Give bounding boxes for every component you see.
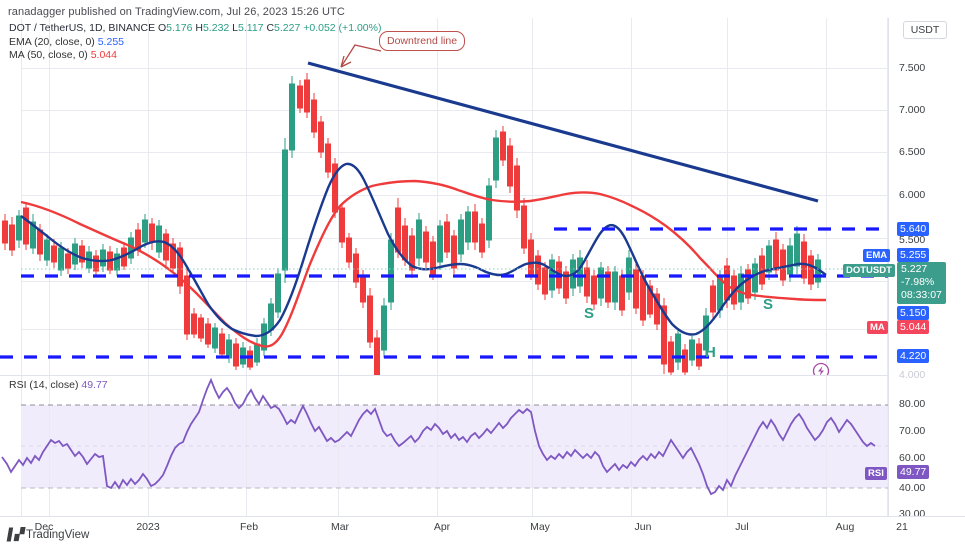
tradingview-chart[interactable]: DOT / TetherUS, 1D, BINANCE O5.176 H5.23… — [0, 18, 965, 533]
rsi-pane[interactable]: RSI (14, close) 49.77 — [0, 376, 888, 516]
rsi-line — [1, 377, 876, 496]
price-plot-svg — [0, 18, 888, 376]
axis-badge-ema[interactable]: 5.255 — [897, 248, 930, 262]
rsi-axis-badge-value[interactable]: 49.77 — [897, 465, 930, 479]
rsi-legend[interactable]: RSI (14, close) 49.77 — [9, 379, 108, 393]
currency-unit-label: USDT — [903, 21, 947, 39]
axis-tick-5500: 5.500 — [899, 234, 926, 246]
ema20-line — [20, 162, 827, 338]
annotation-pointer — [340, 44, 382, 68]
axis-tick-7000: 7.000 — [899, 104, 926, 116]
ma-title: MA (50, close, 0) — [9, 49, 88, 61]
axis-tick-6000: 6.000 — [899, 189, 926, 201]
axis-tag-symbol: DOTUSDT — [843, 264, 895, 277]
close-label: C — [266, 22, 275, 34]
symbol-label: DOT / TetherUS, 1D, BINANCE — [9, 22, 156, 34]
tradingview-logo-mark: ▌▞ — [6, 529, 24, 541]
price-pane[interactable]: Downtrend line S H S — [0, 18, 888, 376]
time-label-jul: Jul — [735, 521, 749, 533]
legend-row-ma[interactable]: MA (50, close, 0) 5.044 — [9, 49, 381, 63]
ma-value: 5.044 — [90, 49, 117, 61]
time-label-mar: Mar — [330, 521, 350, 533]
pattern-marker-head: H — [705, 344, 716, 361]
time-label-21: 21 — [896, 521, 908, 533]
open-label: O — [158, 22, 167, 34]
chart-legend: DOT / TetherUS, 1D, BINANCE O5.176 H5.23… — [9, 22, 381, 63]
attribution-text: ranadagger published on TradingView.com,… — [8, 6, 345, 18]
rsi-vertical-gridlines — [49, 376, 888, 516]
rsi-axis-tick-70: 70.00 — [899, 425, 926, 437]
rsi-title: RSI (14, close) — [9, 379, 79, 391]
axis-tag-ma: MA — [867, 321, 888, 334]
axis-badge-last-price[interactable]: 5.227 -7.98% 08:33:07 — [897, 262, 946, 304]
time-label-apr: Apr — [433, 521, 451, 533]
high-value: 5.232 — [202, 22, 230, 34]
rsi-axis-tick-30: 30.00 — [899, 508, 926, 520]
annotation-arrowhead — [340, 55, 352, 68]
axis-tick-4000: 4.000 — [899, 369, 926, 381]
rsi-axis-tick-80: 80.00 — [899, 398, 926, 410]
open-value: 5.176 — [166, 22, 193, 34]
axis-tick-7500: 7.500 — [899, 62, 926, 74]
pattern-marker-shoulder-right: S — [763, 296, 774, 313]
bar-countdown: 08:33:07 — [901, 289, 942, 301]
downtrend-annotation-label[interactable]: Downtrend line — [379, 31, 466, 51]
time-label-feb: Feb — [239, 521, 259, 533]
rsi-axis-tick-60: 60.00 — [899, 452, 926, 464]
axis-tick-6500: 6.500 — [899, 146, 926, 158]
candlestick-series — [2, 73, 821, 376]
axis-badge-resistance[interactable]: 5.640 — [897, 222, 930, 236]
ema-title: EMA (20, close, 0) — [9, 35, 95, 48]
close-value: 5.227 — [274, 22, 301, 34]
axis-badge-support[interactable]: 5.150 — [897, 306, 930, 320]
axis-badge-floor[interactable]: 4.220 — [897, 349, 930, 363]
rsi-plot-svg — [1, 376, 888, 516]
rsi-legend-value: 49.77 — [81, 379, 108, 391]
axis-tag-ema: EMA — [863, 249, 891, 262]
change-value: +0.052 (+1.00%) — [303, 22, 382, 34]
vertical-gridlines — [49, 18, 888, 376]
time-label-2023: 2023 — [136, 521, 160, 533]
high-label: H — [195, 22, 203, 34]
time-axis[interactable]: Dec 2023 Feb Mar Apr May Jun Jul Aug 21 — [0, 516, 965, 539]
tradingview-logo[interactable]: ▌▞ TradingView — [6, 527, 90, 541]
pane-separator[interactable] — [0, 375, 888, 376]
plot-left-border — [21, 18, 22, 516]
rsi-axis-tick-40: 40.00 — [899, 482, 926, 494]
downtrend-trendline[interactable] — [307, 61, 819, 203]
time-label-dec: Dec — [34, 521, 54, 533]
tradingview-logo-text: TradingView — [26, 529, 90, 541]
last-price-change: -7.98% — [901, 276, 935, 288]
time-label-jun: Jun — [634, 521, 652, 533]
legend-row-symbol[interactable]: DOT / TetherUS, 1D, BINANCE O5.176 H5.23… — [9, 22, 381, 36]
pattern-marker-shoulder-left: S — [584, 305, 595, 322]
axis-badge-ma[interactable]: 5.044 — [897, 320, 930, 334]
low-value: 5.117 — [238, 22, 264, 34]
price-axis[interactable]: USDT 7.500 7.000 6.500 6.000 5.500 4.500… — [843, 18, 965, 520]
legend-row-ema[interactable]: EMA (20, close, 0) 5.255 — [9, 36, 381, 50]
low-label: L — [232, 22, 239, 34]
time-label-may: May — [530, 521, 550, 533]
lightning-bolt-icon[interactable] — [812, 362, 830, 377]
rsi-axis-tag: RSI — [865, 467, 887, 480]
last-price-value: 5.227 — [901, 263, 928, 275]
time-label-aug: Aug — [835, 521, 855, 533]
ema-value: 5.255 — [97, 35, 124, 48]
